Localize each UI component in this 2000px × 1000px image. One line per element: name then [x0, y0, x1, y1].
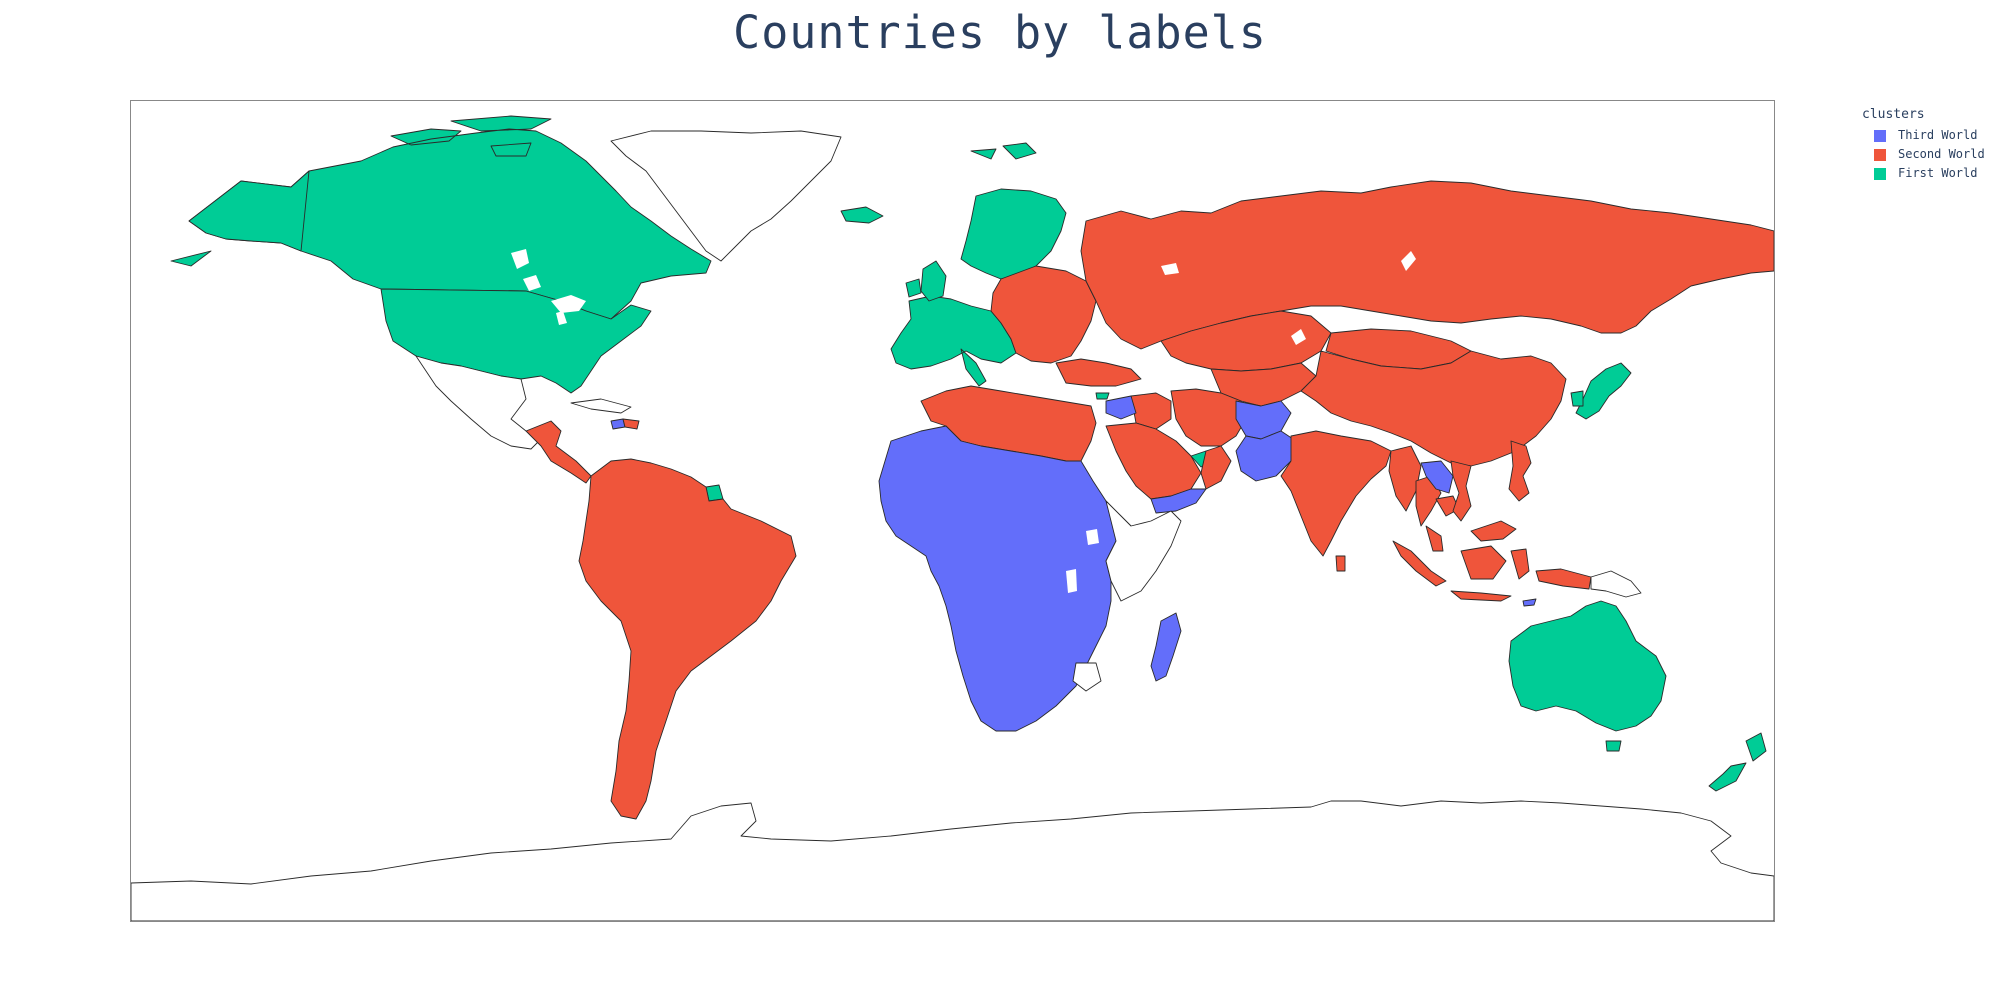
lake-4 — [556, 311, 567, 325]
lake-6 — [1291, 329, 1306, 345]
country-philippines[interactable]: Philippines — [1508, 440, 1532, 502]
country-oman[interactable]: Oman — [1200, 445, 1232, 490]
legend: clusters Third World Second World First … — [1862, 106, 1992, 183]
country-canada[interactable]: Canada — [188, 115, 712, 320]
country-cyprus[interactable]: Cyprus — [1095, 392, 1110, 400]
country-south-korea[interactable]: South Korea — [1570, 390, 1584, 407]
country-indonesia[interactable]: Indonesia — [1392, 540, 1592, 602]
country-haiti[interactable]: Haiti — [610, 418, 626, 430]
country-zimbabwe[interactable]: Zimbabwe — [1072, 662, 1102, 692]
lake-10 — [1161, 263, 1179, 275]
country-myanmar[interactable]: Myanmar — [1388, 445, 1422, 512]
country-svalbard[interactable]: Svalbard — [970, 142, 1037, 160]
country-dominican-republic[interactable]: Dominican Republic — [622, 418, 640, 430]
country-alaska[interactable]: Alaska (United States) — [170, 170, 310, 267]
country-new-zealand[interactable]: New Zealand — [1708, 732, 1767, 792]
legend-item-first-world[interactable]: First World — [1862, 164, 1992, 183]
country-laos[interactable]: Laos — [1420, 460, 1454, 494]
country-australia[interactable]: Australia — [1508, 600, 1667, 752]
country-pakistan[interactable]: Pakistan — [1235, 430, 1297, 482]
country-india[interactable]: India — [1280, 430, 1392, 557]
lake-9 — [1066, 569, 1077, 593]
lake-5 — [1096, 337, 1109, 353]
lake-1 — [511, 249, 529, 269]
world-map[interactable]: CanadaUnited StatesAlaska (United States… — [131, 101, 1774, 921]
legend-swatch-first-world — [1874, 167, 1886, 180]
country-united-kingdom[interactable]: United Kingdom — [920, 260, 947, 302]
country-antarctica[interactable]: Antarctica — [131, 800, 1774, 921]
lake-2 — [523, 275, 541, 291]
country-south-america[interactable]: South America — [578, 458, 797, 820]
country-syria[interactable]: Syria — [1105, 395, 1137, 420]
chart-title: Countries by labels — [733, 6, 1267, 59]
legend-label-first-world: First World — [1898, 166, 1978, 180]
country-greenland[interactable]: Greenland — [610, 130, 842, 262]
legend-item-second-world[interactable]: Second World — [1862, 145, 1992, 164]
country-timor-leste[interactable]: Timor-Leste — [1522, 598, 1537, 607]
country-somalia[interactable]: Somalia — [1105, 500, 1182, 602]
legend-label-second-world: Second World — [1898, 147, 1985, 161]
country-malaysia[interactable]: Malaysia — [1425, 520, 1517, 552]
country-iceland[interactable]: Iceland — [840, 206, 884, 224]
legend-item-third-world[interactable]: Third World — [1862, 126, 1992, 145]
lake-8 — [1086, 529, 1099, 545]
country-western-europe[interactable]: Western Europe — [890, 295, 1017, 387]
country-madagascar[interactable]: Madagascar — [1150, 612, 1182, 682]
legend-swatch-second-world — [1874, 148, 1886, 161]
legend-swatch-third-world — [1874, 129, 1886, 142]
country-turkey[interactable]: Turkey — [1055, 358, 1142, 387]
map-plot-area[interactable]: CanadaUnited StatesAlaska (United States… — [130, 100, 1775, 922]
country-sri-lanka[interactable]: Sri Lanka — [1335, 555, 1346, 572]
country-russia[interactable]: Russia — [1080, 180, 1774, 350]
country-ireland[interactable]: Ireland — [905, 278, 922, 298]
country-vietnam[interactable]: Vietnam — [1450, 460, 1472, 522]
country-scandinavia[interactable]: Scandinavia — [960, 188, 1067, 280]
country-iran[interactable]: Iran — [1170, 388, 1247, 447]
lake-7 — [1401, 251, 1416, 271]
country-japan[interactable]: Japan — [1575, 362, 1632, 420]
legend-title: clusters — [1862, 107, 1925, 122]
country-yemen[interactable]: Yemen — [1150, 488, 1207, 514]
legend-label-third-world: Third World — [1898, 128, 1978, 142]
country-cuba[interactable]: Cuba — [570, 398, 632, 414]
country-central-america[interactable]: Central America — [525, 420, 592, 484]
country-papua-new-guinea[interactable]: Papua New Guinea — [1590, 570, 1642, 598]
lake-3 — [551, 295, 586, 313]
country-eastern-europe[interactable]: Eastern Europe — [990, 265, 1097, 364]
